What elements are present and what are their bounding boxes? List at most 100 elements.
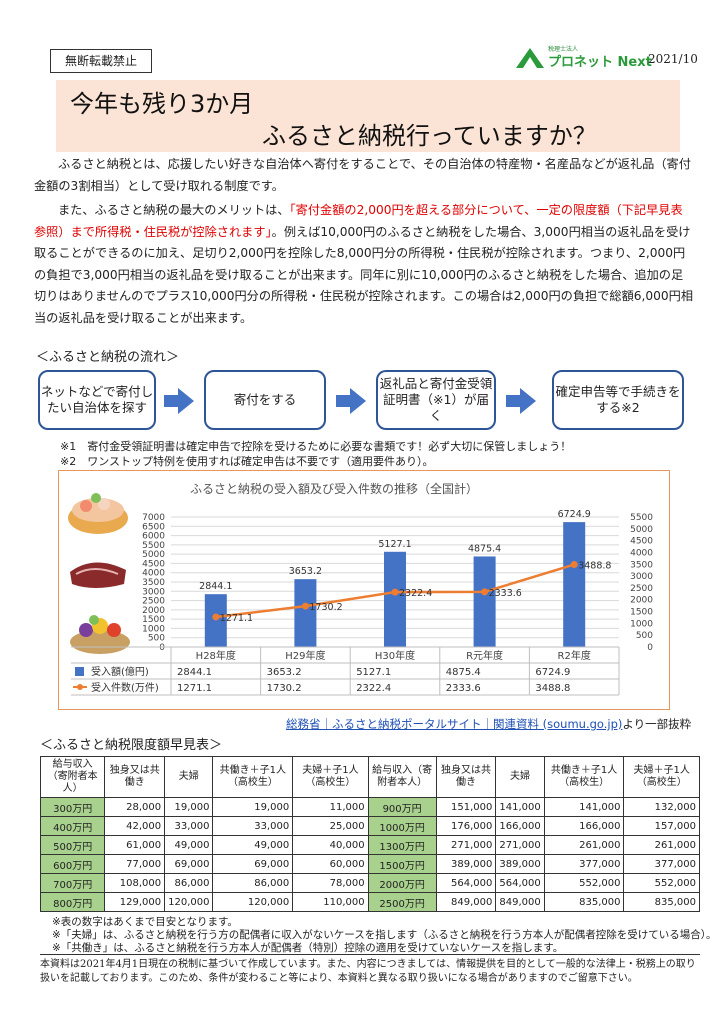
table-header-cell: 独身又は共働き [435, 756, 497, 798]
source-suffix: より一部抜粋 [622, 717, 692, 731]
table-header-cell: 共働き＋子1人（高校生） [212, 756, 294, 798]
limit-cell: 49,000 [212, 835, 294, 855]
intro-p2-after: 。例えば10,000円のふるさと納税をした場合、3,000円相当の返礼品を受け取… [34, 224, 694, 325]
limit-cell: 552,000 [623, 873, 700, 893]
limit-cell: 11,000 [292, 797, 369, 817]
limit-cell: 19,000 [212, 797, 294, 817]
table-header-cell: 共働き＋子1人（高校生） [543, 756, 625, 798]
limit-cell: 49,000 [164, 835, 214, 855]
table-row: 600万円 77,000 69,000 69,000 60,000 1500万円 389,0… [39, 854, 700, 874]
table-header-cell: 独身又は共働き [104, 756, 166, 798]
limit-cell: 69,000 [164, 854, 214, 874]
data-table-value: 1730.2 [267, 683, 302, 694]
bar-data-label: 5127.1 [378, 539, 411, 550]
salary-cell: 500万円 [39, 835, 106, 855]
limit-cell: 849,000 [495, 892, 545, 912]
limit-cell: 564,000 [495, 873, 545, 893]
line-point-H30年度 [391, 588, 399, 596]
flow-step-4: 確定申告等で手続きをする※2 [552, 370, 684, 430]
y-left-tick-label: 2000 [142, 606, 165, 616]
limit-cell: 69,000 [212, 854, 294, 874]
bar-R元年度 [473, 556, 496, 647]
y-left-tick-label: 5000 [142, 550, 165, 560]
line-point-H28年度 [212, 613, 220, 621]
line-data-label: 2333.6 [489, 588, 522, 599]
y-right-tick-label: 3500 [630, 560, 653, 570]
limit-cell: 271,000 [435, 835, 497, 855]
limit-cell: 151,000 [435, 797, 497, 817]
bar-data-label: 3653.2 [289, 566, 322, 577]
chart-title: ふるさと納税の受入額及び受入件数の推移（全国計） [190, 481, 478, 496]
limit-cell: 552,000 [543, 873, 625, 893]
salary-cell: 600万円 [39, 854, 106, 874]
flow-step-4-label: 確定申告等で手続きをする※2 [555, 384, 681, 415]
y-left-tick-label: 3500 [142, 578, 165, 588]
table-header-cell: 給与収入（寄附者本人） [39, 756, 106, 798]
limit-cell: 377,000 [623, 854, 700, 874]
x-category-label: R元年度 [466, 649, 503, 662]
limit-cell: 33,000 [212, 816, 294, 836]
disclaimer: 本資料は2021年4月1日現在の税制に基づいて作成しています。また、内容につきま… [40, 959, 696, 984]
line-data-label: 1730.2 [309, 602, 342, 613]
y-right-tick-label: 2500 [630, 584, 653, 594]
page-title-line1: 今年も残り3か月 [70, 90, 254, 118]
y-left-tick-label: 4500 [142, 559, 165, 569]
flow-step-1: ネットなどで寄付したい自治体を探す [38, 370, 156, 430]
limit-cell: 271,000 [495, 835, 545, 855]
bar-H29年度 [294, 579, 317, 647]
y-right-tick-label: 3000 [630, 572, 653, 582]
limit-cell: 132,000 [623, 797, 700, 817]
salary-cell: 300万円 [39, 797, 106, 817]
flow-arrow-2-icon [336, 388, 366, 414]
y-left-tick-label: 3000 [142, 587, 165, 597]
bar-H30年度 [384, 551, 406, 647]
limit-cell: 86,000 [212, 873, 294, 893]
line-point-R2年度 [570, 561, 578, 569]
line-point-R元年度 [481, 588, 489, 596]
bar-data-label: 2844.1 [199, 581, 232, 592]
limit-cell: 141,000 [495, 797, 545, 817]
data-table-value: 5127.1 [356, 667, 391, 678]
logo-small-text: 税理士法人 [548, 46, 579, 53]
flow-arrow-3-icon [506, 388, 536, 414]
y-left-tick-label: 4000 [142, 569, 165, 579]
x-category-label: H30年度 [375, 649, 415, 662]
y-right-tick-label: 1500 [630, 608, 653, 618]
legend-swatch-bar [75, 667, 84, 676]
limit-cell: 25,000 [292, 816, 369, 836]
y-right-tick-label: 500 [636, 631, 653, 641]
limit-cell: 261,000 [623, 835, 700, 855]
line-point-H29年度 [301, 602, 309, 610]
data-table-value: 3488.8 [535, 683, 570, 694]
source-link[interactable]: 総務省｜ふるさと納税ポータルサイト｜関連資料 (soumu.go.jp) [286, 717, 623, 731]
bar-data-label: 4875.4 [468, 543, 501, 554]
limit-cell: 835,000 [543, 892, 625, 912]
table-row: 700万円 108,000 86,000 86,000 78,000 2000万円 564,… [39, 873, 700, 893]
salary-cell: 1500万円 [367, 854, 437, 874]
line-data-label: 2322.4 [399, 588, 432, 599]
data-table-value: 2844.1 [177, 667, 212, 678]
table-header-cell: 夫婦＋子1人（高校生） [623, 756, 700, 798]
x-category-label: H28年度 [196, 649, 236, 662]
limit-cell: 141,000 [543, 797, 625, 817]
issue-date: 2021/10 [648, 52, 698, 66]
limit-cell: 389,000 [435, 854, 497, 874]
table-note-3: ※「共働き」は、ふるさと納税を行う方本人が配偶者（特別）控除の適用を受けていない… [52, 942, 564, 954]
limit-cell: 110,000 [292, 892, 369, 912]
limit-cell: 61,000 [104, 835, 166, 855]
x-category-label: R2年度 [558, 649, 591, 662]
limit-cell: 564,000 [435, 873, 497, 893]
logo-mark-icon [516, 48, 544, 68]
limit-cell: 86,000 [164, 873, 214, 893]
limit-cell: 166,000 [495, 816, 545, 836]
limit-cell: 849,000 [435, 892, 497, 912]
table-header-cell: 夫婦 [495, 756, 545, 798]
bar-data-label: 6724.9 [558, 509, 591, 520]
salary-cell: 2500万円 [367, 892, 437, 912]
y-left-tick-label: 7000 [142, 513, 165, 523]
intro-paragraph-2: また、ふるさと納税の最大のメリットは、「寄付金額の2,000円を超える部分につい… [34, 200, 694, 329]
flow-step-2: 寄付をする [204, 370, 326, 430]
limit-cell: 120,000 [212, 892, 294, 912]
title-band [56, 80, 680, 152]
donation-trend-chart: ふるさと納税の受入額及び受入件数の推移（全国計） 050010001500200… [71, 481, 653, 696]
